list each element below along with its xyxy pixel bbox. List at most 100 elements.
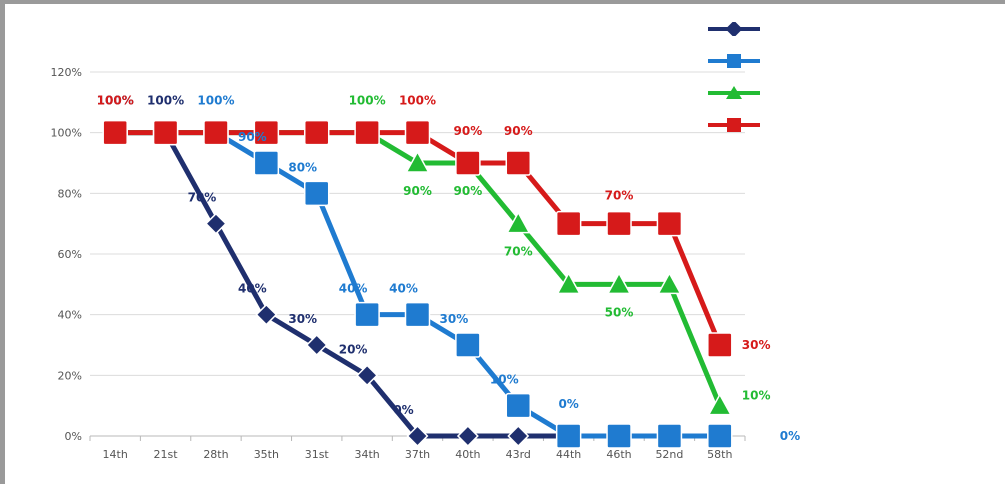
series-3-data-label: 90% [454,184,483,198]
x-tick-label: 40th [455,448,480,461]
y-tick-label: 20% [58,369,82,382]
series-4-data-label: 70% [605,189,634,203]
series-4-point [707,332,733,358]
series-1-data-label: 40% [238,282,267,296]
series-2-point [606,423,632,449]
x-tick-label: 35th [254,448,279,461]
series-4-data-label: 90% [504,124,533,138]
x-tick-label: 37th [405,448,430,461]
legend-swatch-series-4 [708,118,760,132]
series-2-point [404,301,431,328]
series-1-data-label: 20% [339,342,368,356]
series-2-data-label: 90% [238,130,267,144]
y-tick-label: 0% [65,430,82,443]
series-2-point [253,150,280,176]
series-1-point [406,425,429,447]
series-2-data-label: 30% [440,312,469,326]
legend-swatch-series-1 [708,22,760,36]
x-tick-label: 21st [154,448,179,461]
y-tick-label: 80% [58,187,82,200]
series-1-point [305,334,328,356]
y-tick-label: 40% [58,309,82,322]
legend-entry-series-4 [700,110,1000,142]
series-4-data-label: 30% [742,338,771,352]
series-1-point [255,303,278,326]
series-3-data-label: 100% [349,94,386,108]
series-4-data-label: 100% [97,94,134,108]
series-4-point [102,119,128,146]
series-1-data-label: 100% [97,94,134,108]
series-1-point [456,425,479,447]
series-2-data-label: 40% [339,282,368,296]
series-2-point [707,423,733,449]
x-tick-label: 44th [556,448,581,461]
x-tick-label: 28th [203,448,228,461]
series-4-point [606,210,632,237]
series-3-data-label: 10% [742,389,771,403]
series-3-point [506,211,531,234]
series-2-data-label: 0% [558,397,578,411]
series-2-data-label: 80% [288,160,317,174]
series-4-point [656,210,683,237]
x-tick-label: 52nd [655,448,683,461]
series-4-point [505,150,532,176]
series-4-point [152,119,179,146]
legend-entry-series-3 [700,78,1000,110]
series-3-data-label: 90% [403,184,432,198]
legend-swatch-series-2 [708,54,760,68]
x-tick-label: 43rd [506,448,531,461]
series-2-point [354,301,380,328]
y-tick-label: 60% [58,248,82,261]
series-4-point [455,150,481,176]
y-tick-label: 120% [51,66,82,79]
legend-entry-series-1 [700,14,1000,46]
series-1-point [507,425,530,447]
series-3-point [556,271,581,295]
data-labels: 100% 100% 70% 40% 30% 20% 0% 100% 90% 80% 40% 40% 30… [97,94,801,443]
x-tick-label: 31st [305,448,330,461]
series-2-point [303,180,330,207]
series-4-data-label: 90% [454,124,483,138]
series-1-data-label: 70% [188,191,217,205]
x-tick-label: 14th [103,448,128,461]
series-1-data-label: 30% [288,312,317,326]
series-2-point [555,423,582,449]
series-3-point [707,393,733,416]
y-axis-ticks: 0% 20% 40% 60% 80% 100% 120% [51,66,82,443]
series-2-point [455,332,481,358]
series-1-data-label: 0% [393,403,413,417]
series-4-point [555,210,582,237]
series-2-data-label: 40% [389,282,418,296]
series-4-point [253,119,280,146]
legend-swatch-series-3 [708,86,760,99]
series-1-point [205,212,227,235]
series-3-line [115,130,723,407]
series-1-point [356,364,379,387]
legend [700,14,1000,142]
x-tick-label: 34th [354,448,379,461]
x-tick-label: 46th [606,448,631,461]
series-4-data-label: 100% [399,94,436,108]
series-markers [102,119,733,449]
series-4-point [354,119,380,146]
legend-entry-series-2 [700,46,1000,78]
series-2-data-label: 100% [197,94,234,108]
series-2-data-label: 10% [490,373,519,387]
x-tick-label: 58th [707,448,732,461]
series-4-point [303,119,330,146]
series-3-point [606,271,632,295]
series-2-point [505,392,532,419]
series-3-point [405,150,430,173]
y-tick-label: 100% [51,127,82,140]
series-3-data-label: 50% [605,305,634,319]
series-3-data-label: 70% [504,245,533,259]
series-1-data-label: 100% [147,94,184,108]
series-4-point [203,119,229,146]
x-axis-ticks: 14th 21st 28th 35th 31st 34th 37th 40th 43rd 44th… [89,436,746,461]
series-2-point [656,423,683,449]
series-3-point [657,271,682,295]
series-4-point [404,119,431,146]
series-2-data-label: 0% [780,429,800,443]
